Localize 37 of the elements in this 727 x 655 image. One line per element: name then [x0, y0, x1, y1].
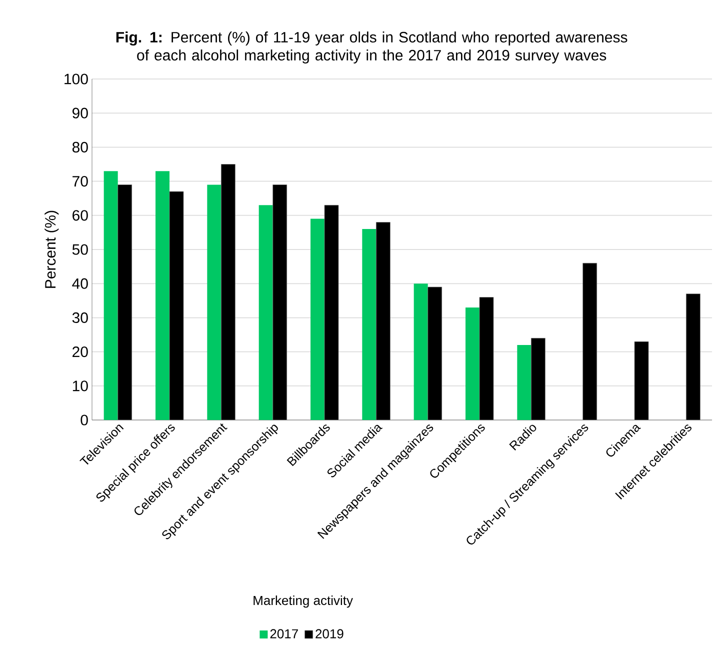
bar	[207, 184, 222, 420]
bar	[428, 286, 442, 420]
y-tick-label: 50	[72, 244, 88, 255]
bar	[310, 218, 325, 420]
bar	[324, 204, 339, 420]
bar	[362, 229, 376, 420]
legend-label: 2019	[316, 629, 344, 638]
y-axis-title: Percent (%)	[44, 210, 59, 288]
y-tick-label: 10	[72, 380, 88, 392]
bar	[272, 184, 288, 420]
bar	[479, 297, 494, 420]
y-tick-label: 20	[72, 346, 88, 358]
bar	[686, 294, 700, 420]
bar	[582, 262, 598, 420]
x-axis-title: Marketing activity	[254, 596, 353, 608]
bar	[258, 205, 273, 420]
bar	[634, 341, 649, 420]
y-tick-label: 80	[72, 142, 88, 152]
bar	[376, 222, 390, 420]
y-tick-label: 0	[80, 414, 88, 426]
y-tick-label: 60	[72, 210, 88, 221]
bar	[156, 171, 170, 420]
bar	[517, 344, 532, 420]
y-tick-label: 100	[64, 74, 88, 84]
bar	[466, 307, 480, 420]
bar	[530, 338, 546, 420]
legend-label: 2017	[270, 629, 298, 638]
bar	[414, 284, 428, 420]
y-tick-label: 40	[72, 278, 88, 289]
y-tick-label: 70	[72, 176, 88, 187]
bar	[169, 191, 184, 420]
y-tick-label: 30	[72, 312, 88, 324]
bar	[104, 171, 118, 420]
bar	[118, 184, 132, 420]
y-tick-label: 90	[72, 108, 88, 118]
bar	[220, 164, 236, 420]
chart-title: Fig. 1: Percent (%) of 11-19 year olds in Scotland who reported awareness of each alcohol marketing activity in the 2017 and 2019 survey waves	[116, 32, 628, 64]
